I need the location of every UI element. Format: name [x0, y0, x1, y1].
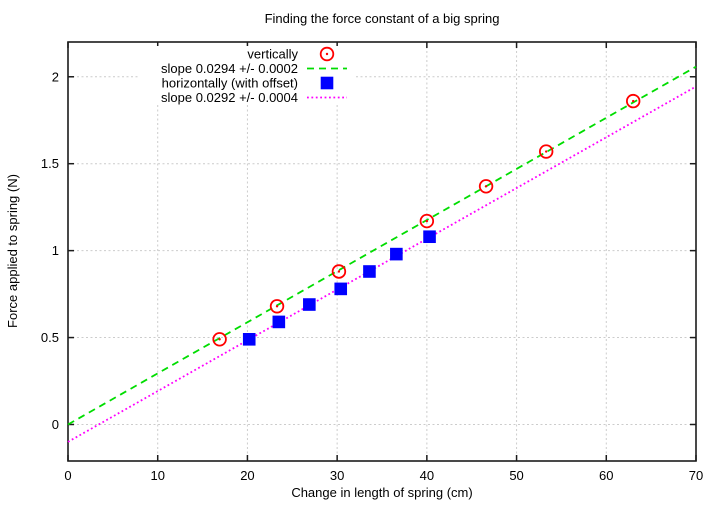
- legend-marker-s0: [319, 46, 335, 62]
- data-point-s0: [419, 213, 435, 229]
- y-tick-label: 2: [52, 69, 59, 84]
- y-tick-label: 1.5: [41, 156, 59, 171]
- chart-title: Finding the force constant of a big spri…: [265, 11, 500, 26]
- legend-background: [140, 46, 354, 105]
- data-point-s2: [363, 265, 376, 278]
- legend-label: slope 0.0292 +/- 0.0004: [161, 90, 298, 105]
- y-axis-label: Force applied to spring (N): [5, 174, 20, 328]
- y-tick-label: 0.5: [41, 330, 59, 345]
- x-tick-label: 70: [689, 468, 703, 483]
- data-point-s2: [242, 332, 256, 346]
- data-point-s0-center-dot: [484, 185, 488, 188]
- legend-label: slope 0.0294 +/- 0.0002: [161, 61, 298, 76]
- data-point-s0: [626, 93, 641, 109]
- x-tick-label: 0: [64, 468, 71, 483]
- data-point-s2: [272, 315, 286, 329]
- data-point-s0: [478, 179, 494, 194]
- fit-line-1: [67, 65, 697, 426]
- data-point-s0: [212, 332, 227, 347]
- x-axis-label: Change in length of spring (cm): [291, 485, 472, 500]
- legend-marker-s0-center-dot: [325, 52, 329, 56]
- data-point-s0: [331, 264, 347, 279]
- series-layer: [67, 65, 697, 443]
- data-point-s0-center-dot: [544, 150, 548, 153]
- grid-layer: [68, 42, 696, 461]
- legend-label: horizontally (with offset): [162, 76, 298, 91]
- x-tick-label: 10: [150, 468, 164, 483]
- x-tick-label: 50: [509, 468, 523, 483]
- data-point-s0: [538, 144, 554, 159]
- data-point-s0-center-dot: [275, 305, 279, 308]
- data-point-s0-center-dot: [218, 338, 221, 341]
- data-point-s0-center-dot: [337, 270, 341, 273]
- axes-layer: 0 10 20 30 40 50 60 70 0 0.5 1 1.5 2: [41, 41, 703, 483]
- data-point-s2: [423, 230, 436, 244]
- data-point-s2: [334, 282, 348, 296]
- data-point-s2: [390, 247, 403, 261]
- x-tick-label: 20: [240, 468, 254, 483]
- legend-label: vertically: [247, 47, 298, 62]
- y-tick-label: 1: [52, 243, 59, 258]
- plot-border: [67, 41, 697, 462]
- data-point-s0-center-dot: [425, 219, 429, 223]
- fit-line-3: [67, 85, 697, 443]
- x-tick-label: 30: [330, 468, 344, 483]
- x-tick-label: 40: [420, 468, 434, 483]
- data-point-s0-center-dot: [632, 99, 635, 103]
- legend-marker-s2: [320, 76, 334, 90]
- data-point-s2: [303, 298, 316, 311]
- x-tick-label: 60: [599, 468, 613, 483]
- y-tick-label: 0: [52, 417, 59, 432]
- data-point-s0: [269, 299, 285, 314]
